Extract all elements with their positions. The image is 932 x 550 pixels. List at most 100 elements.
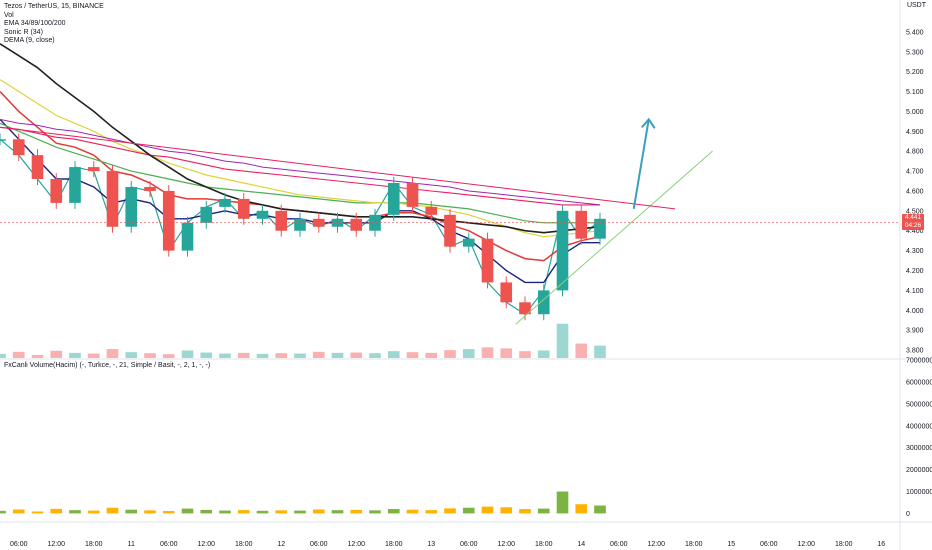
- volume-tick-label: 2000000: [906, 467, 932, 474]
- candle-body: [219, 198, 231, 207]
- volume-histogram-bar: [537, 508, 550, 514]
- volume-histogram-bar: [12, 509, 25, 514]
- ema200-line: [0, 43, 601, 234]
- candle-body: [69, 167, 81, 203]
- volume-bar: [50, 350, 63, 358]
- time-tick-label: 18:00: [385, 541, 403, 548]
- volume-bar: [31, 354, 44, 358]
- legend-indicator[interactable]: DEMA (9, close): [4, 37, 55, 45]
- volume-bar: [481, 347, 494, 358]
- volume-bar: [294, 353, 306, 358]
- legend-indicator[interactable]: EMA 34/89/100/200: [4, 20, 66, 28]
- candle-body: [0, 139, 6, 141]
- volume-bar: [444, 350, 456, 358]
- axis-unit: USDT: [906, 2, 926, 9]
- volume-histogram-bar: [275, 510, 288, 514]
- time-tick-label: 12:00: [47, 541, 65, 548]
- candle-body: [12, 139, 25, 156]
- breakout-arrow-head: [640, 117, 656, 129]
- candle-body: [537, 290, 550, 315]
- price-tick-label: 4.900: [906, 129, 924, 136]
- legend-indicator[interactable]: Sonic R (34): [4, 28, 43, 36]
- volume-tick-label: 0: [906, 511, 910, 518]
- volume-histogram-bar: [162, 511, 175, 514]
- time-tick-label: 14: [577, 541, 585, 548]
- candle-body: [162, 190, 175, 251]
- volume-bar: [594, 345, 606, 358]
- price-tick-label: 5.100: [906, 89, 924, 96]
- price-axis[interactable]: 5.400 5.300 5.200 5.100 5.000 4.900 4.800 4.700…: [906, 29, 924, 354]
- volume-indicator-legend[interactable]: FxCanli Volume(Hacim) (-, Turkce, -, 21,…: [4, 362, 211, 369]
- price-tick-label: 5.400: [906, 29, 924, 36]
- volume-tick-label: 5000000: [906, 401, 932, 408]
- volume-bar: [425, 352, 438, 358]
- symbol-title[interactable]: Tezos / TetherUS, 15, BINANCE: [4, 3, 104, 10]
- price-tick-label: 3.900: [906, 328, 924, 335]
- bar-countdown: 04:26: [904, 222, 922, 229]
- candle-body: [294, 218, 306, 231]
- legend-indicator[interactable]: Vol: [4, 11, 14, 19]
- volume-histogram-bar: [556, 491, 569, 514]
- time-tick-label: 13: [427, 541, 435, 548]
- time-tick-label: 06:00: [310, 541, 328, 548]
- volume-bars: [0, 323, 606, 358]
- volume-histogram-bar: [462, 507, 475, 514]
- candle-body: [312, 218, 325, 227]
- time-tick-label: 12:00: [797, 541, 815, 548]
- volume-bar: [387, 351, 400, 358]
- volume-bar: [331, 352, 344, 358]
- candle-body: [556, 210, 569, 291]
- time-tick-label: 18:00: [85, 541, 103, 548]
- volume-bar: [500, 348, 513, 358]
- volume-bar: [69, 352, 81, 358]
- time-tick-label: 06:00: [460, 541, 478, 548]
- volume-histogram-bar: [500, 507, 513, 514]
- volume-bar: [312, 351, 325, 358]
- sma-pink-line: [0, 126, 600, 206]
- time-axis[interactable]: 06:00 12:00 18:00 11 06:00 12:00 18:00 12 06:00 1…: [10, 541, 885, 548]
- volume-bar: [350, 352, 363, 358]
- time-tick-label: 11: [128, 541, 135, 548]
- volume-bar: [12, 351, 25, 358]
- volume-histogram-bar: [387, 509, 400, 514]
- time-tick-label: 12:00: [647, 541, 665, 548]
- candle-body: [425, 206, 438, 215]
- time-tick-label: 06:00: [610, 541, 628, 548]
- chart-legend: Tezos / TetherUS, 15, BINANCE Vol EMA 34…: [4, 3, 104, 46]
- time-tick-label: 12:00: [497, 541, 515, 548]
- price-tick-label: 3.800: [906, 348, 924, 355]
- volume-histogram-bar: [350, 509, 363, 514]
- volume-bar: [200, 352, 213, 358]
- volume-tick-label: 1000000: [906, 489, 932, 496]
- volume-histogram-bar: [50, 508, 63, 514]
- price-tick-label: 5.200: [906, 69, 924, 76]
- candle-body: [144, 186, 156, 191]
- time-tick-label: 18:00: [535, 541, 553, 548]
- price-tick-label: 5.300: [906, 49, 924, 56]
- volume-histogram-bar: [312, 509, 325, 514]
- volume-histogram-bar: [219, 510, 231, 514]
- volume-histogram-bar: [575, 504, 588, 514]
- candle-body: [275, 210, 288, 231]
- candle-body: [350, 218, 363, 231]
- price-tick-label: 5.000: [906, 109, 924, 116]
- time-tick-label: 15: [727, 541, 735, 548]
- volume-bar: [106, 349, 119, 358]
- sma-purple-line: [0, 118, 601, 206]
- candle-body: [369, 214, 381, 231]
- volume-bar: [237, 352, 250, 358]
- candle-body: [500, 282, 513, 303]
- time-tick-label: 12:00: [197, 541, 215, 548]
- volume-indicator-pane: [0, 491, 606, 514]
- volume-histogram-bar: [406, 509, 419, 514]
- volume-axis[interactable]: 7000000 6000000 5000000 4000000 3000000 20000…: [906, 358, 932, 518]
- price-lines: [0, 43, 606, 321]
- price-tick-label: 4.500: [906, 208, 924, 215]
- volume-histogram-bar: [106, 507, 119, 514]
- price-tick-label: 4.200: [906, 268, 924, 275]
- price-tick-label: 4.300: [906, 248, 924, 255]
- volume-bar: [219, 353, 231, 358]
- candle-body: [406, 183, 419, 207]
